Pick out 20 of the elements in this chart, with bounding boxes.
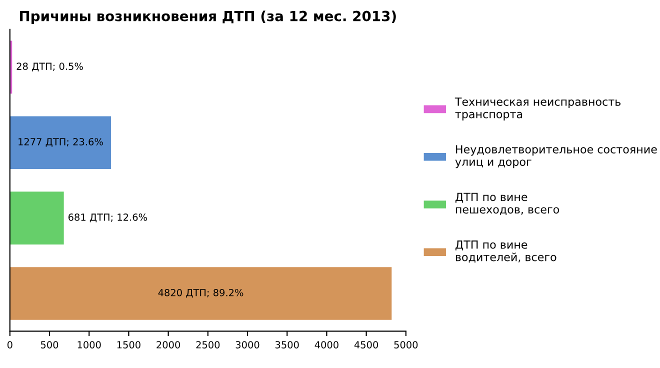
legend-label: ДТП по вине водителей, всего <box>455 240 556 263</box>
x-tick-label: 1000 <box>78 341 101 348</box>
x-tick-label: 500 <box>40 341 58 348</box>
x-tick-label: 5000 <box>394 341 418 348</box>
data-label: 28 ДТП; 0.5% <box>16 62 83 72</box>
x-tick-label: 3000 <box>236 341 260 348</box>
data-label: 681 ДТП; 12.6% <box>68 214 147 222</box>
legend-label: Техническая неисправность транспорта <box>454 98 620 120</box>
chart-title: Причины возникновения ДТП (за 12 мес. 2013) <box>20 10 396 24</box>
data-label: 1277 ДТП; 23.6% <box>18 138 103 147</box>
legend-label: Неудовлетворительное состояние улиц и дорог <box>455 145 657 168</box>
legend-label: ДТП по вине пешеходов, всего <box>455 192 560 215</box>
x-tick-label: 1500 <box>117 341 140 348</box>
x-tick-label: 0 <box>7 341 12 348</box>
x-tick-label: 2000 <box>156 341 180 348</box>
x-tick-label: 2500 <box>196 341 220 348</box>
x-tick-label: 3500 <box>275 341 299 348</box>
x-tick-label: 4000 <box>314 341 338 348</box>
x-tick-label: 4500 <box>354 341 378 348</box>
data-label: 4820 ДТП; 89.2% <box>158 288 244 298</box>
